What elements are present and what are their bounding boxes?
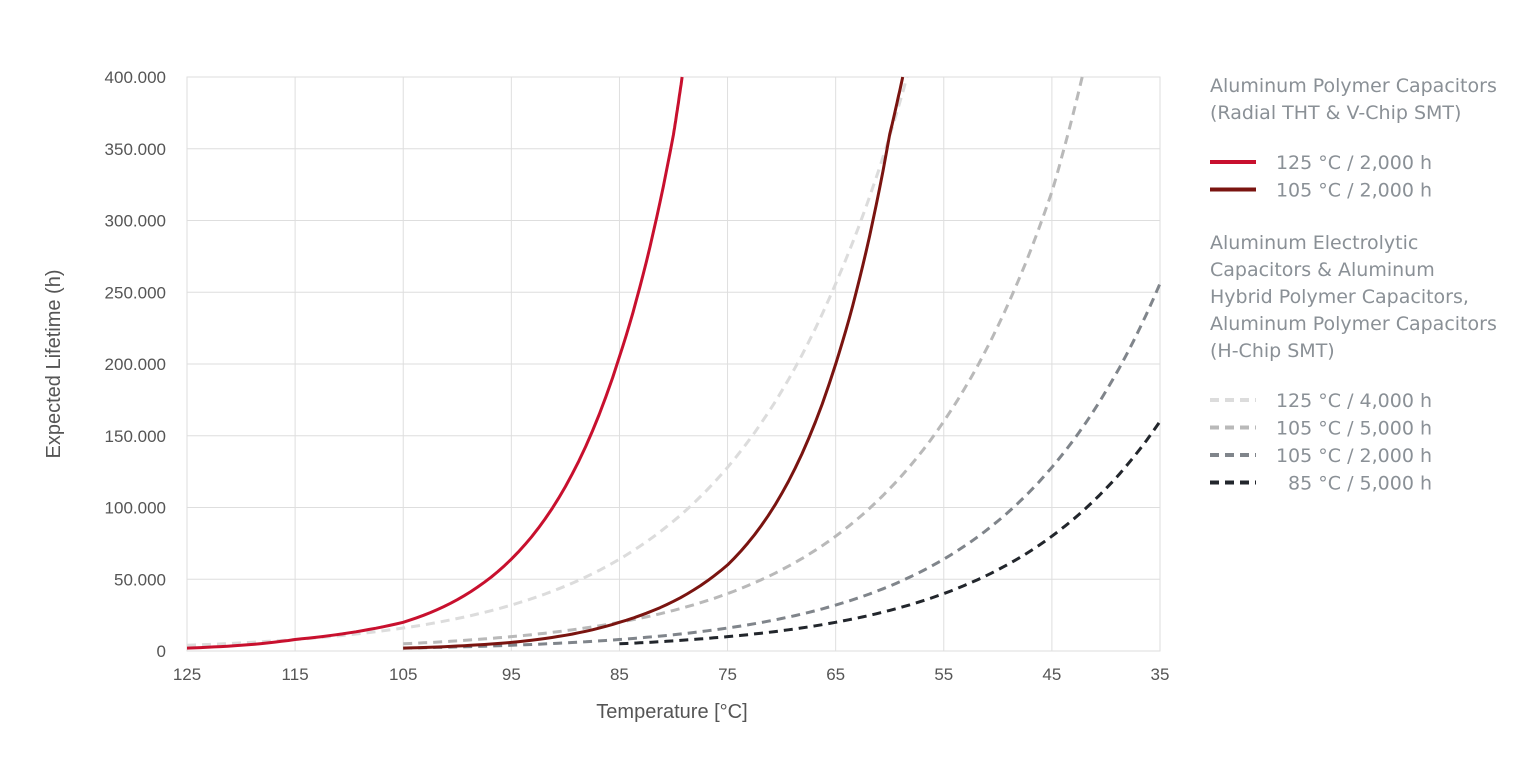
x-axis-title: Temperature [°C] <box>596 701 747 723</box>
series-line-3 <box>403 76 1084 646</box>
legend-group-title-line: (H-Chip SMT) <box>1210 340 1335 362</box>
series-line-4 <box>403 283 1162 650</box>
x-tick-label: 45 <box>1042 665 1061 684</box>
legend-label-3: 105 °C / 5,000 h <box>1276 418 1432 440</box>
y-tick-label: 100.000 <box>105 499 166 518</box>
x-tick-label: 95 <box>502 665 521 684</box>
y-tick-label: 150.000 <box>105 427 166 446</box>
legend-label-4: 105 °C / 2,000 h <box>1276 445 1432 467</box>
series-line-5 <box>619 420 1162 646</box>
legend-group-title-line: Aluminum Electrolytic <box>1210 232 1418 254</box>
legend-group-title-line: Capacitors & Aluminum <box>1210 259 1435 281</box>
x-tick-label: 75 <box>718 665 737 684</box>
legend: Aluminum Polymer Capacitors (Radial THT &… <box>1210 75 1497 495</box>
legend-group-title-line: Aluminum Polymer Capacitors <box>1210 75 1497 97</box>
legend-label-5: 85 °C / 5,000 h <box>1288 473 1432 495</box>
y-tick-label: 200.000 <box>105 355 166 374</box>
y-tick-label: 300.000 <box>105 212 166 231</box>
plot-border <box>186 76 1161 652</box>
legend-label-0: 125 °C / 2,000 h <box>1276 152 1432 174</box>
y-tick-label: 350.000 <box>105 140 166 159</box>
x-tick-label: 55 <box>934 665 953 684</box>
y-tick-label: 250.000 <box>105 283 166 302</box>
x-tick-label: 65 <box>826 665 845 684</box>
x-tick-label: 105 <box>389 665 417 684</box>
legend-group-title-line: Hybrid Polymer Capacitors, <box>1210 286 1469 308</box>
series-layer <box>187 76 1162 650</box>
y-axis-title: Expected Lifetime (h) <box>43 270 65 459</box>
x-tick-label: 85 <box>610 665 629 684</box>
x-tick-label: 35 <box>1151 665 1170 684</box>
y-tick-label: 400.000 <box>105 68 166 87</box>
legend-group-title-line: (Radial THT & V-Chip SMT) <box>1210 102 1461 124</box>
x-tick-label: 125 <box>173 665 201 684</box>
grid <box>186 76 1161 652</box>
x-axis-ticks: 125 115 105 95 85 75 65 55 45 35 <box>173 665 1170 684</box>
x-tick-label: 115 <box>282 665 309 684</box>
legend-group-title-line: Aluminum Polymer Capacitors <box>1210 313 1497 335</box>
series-line-0 <box>187 76 684 650</box>
y-axis-ticks: 0 50.000 100.000 150.000 200.000 250.000 300.0… <box>105 68 166 661</box>
legend-label-2: 125 °C / 4,000 h <box>1276 390 1432 412</box>
legend-label-1: 105 °C / 2,000 h <box>1276 180 1432 202</box>
y-tick-label: 0 <box>157 642 166 661</box>
plot-frame <box>186 76 1161 652</box>
series-line-1 <box>403 76 905 650</box>
y-tick-label: 50.000 <box>114 570 166 589</box>
